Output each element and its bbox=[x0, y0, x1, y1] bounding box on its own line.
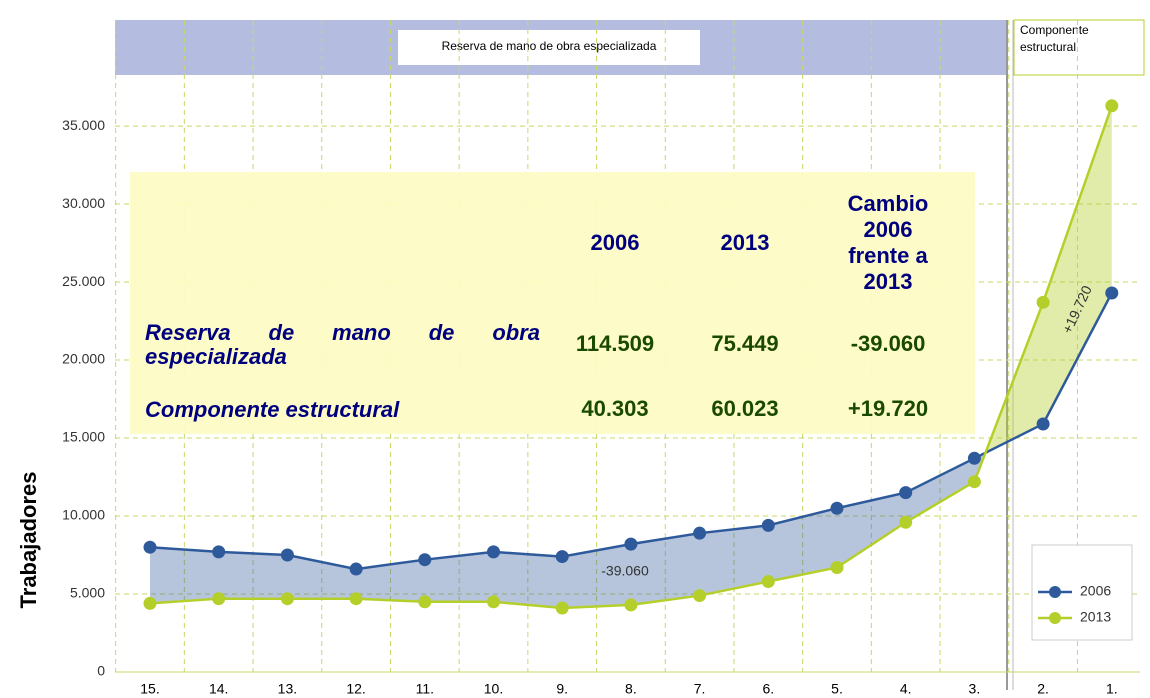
point bbox=[143, 540, 157, 554]
point bbox=[280, 592, 294, 606]
y-tick-label: 15.000 bbox=[62, 429, 105, 445]
header-right-box bbox=[1013, 19, 1145, 76]
x-tick-label: 7. bbox=[694, 681, 706, 697]
point bbox=[212, 545, 226, 559]
table-bg bbox=[130, 172, 975, 434]
point bbox=[555, 550, 569, 564]
point bbox=[349, 562, 363, 576]
table-header: 2013 bbox=[720, 229, 770, 255]
y-tick-label: 35.000 bbox=[62, 117, 105, 133]
table-row-label: Reserva de mano de obra especializada bbox=[145, 320, 540, 369]
point bbox=[349, 592, 363, 606]
point bbox=[418, 595, 432, 609]
table-header: 2006 bbox=[590, 229, 640, 255]
point bbox=[899, 515, 913, 529]
x-tick-label: 4. bbox=[900, 681, 912, 697]
table-cell: 40.303 bbox=[581, 396, 648, 421]
point bbox=[1105, 286, 1119, 300]
point bbox=[280, 548, 294, 562]
x-tick-label: 6. bbox=[762, 681, 774, 697]
point bbox=[624, 598, 638, 612]
header-right-text: Componente estructural bbox=[1020, 23, 1089, 54]
area-fill bbox=[150, 452, 986, 609]
table-row-label: Componente estructural bbox=[145, 397, 400, 422]
y-tick-label: 30.000 bbox=[62, 195, 105, 211]
y-tick-label: 25.000 bbox=[62, 273, 105, 289]
point bbox=[1036, 295, 1050, 309]
x-tick-label: 14. bbox=[209, 681, 228, 697]
point bbox=[1105, 99, 1119, 113]
table-header-cell: 2013 bbox=[720, 229, 770, 255]
legend-label: 2006 bbox=[1080, 583, 1111, 599]
x-tick-label: 1. bbox=[1106, 681, 1118, 697]
x-tick-label: 8. bbox=[625, 681, 637, 697]
x-tick-label: 9. bbox=[556, 681, 568, 697]
table-header-cell: Cambio 2006 frente a 2013 bbox=[847, 190, 929, 294]
legend-marker bbox=[1049, 612, 1061, 624]
y-tick-label: 5.000 bbox=[70, 585, 105, 601]
x-tick-label: 15. bbox=[140, 681, 159, 697]
header-text: Reserva de mano de obra especializada bbox=[442, 39, 657, 53]
point bbox=[693, 526, 707, 540]
point bbox=[418, 553, 432, 567]
table-cell: 75.449 bbox=[711, 331, 778, 356]
x-tick-label: 2. bbox=[1037, 681, 1049, 697]
x-tick-label: 11. bbox=[416, 681, 434, 697]
point bbox=[761, 575, 775, 589]
table-cell: 114.509 bbox=[576, 331, 654, 356]
point bbox=[830, 560, 844, 574]
point bbox=[967, 475, 981, 489]
annotation: -39.060 bbox=[601, 563, 649, 579]
x-tick-label: 12. bbox=[346, 681, 365, 697]
header-right: Componente estructural bbox=[1020, 23, 1089, 54]
point bbox=[624, 537, 638, 551]
point bbox=[899, 486, 913, 500]
point bbox=[830, 501, 844, 515]
y-tick-label: 0 bbox=[97, 663, 105, 679]
point bbox=[487, 545, 500, 559]
table-cell: -39.060 bbox=[851, 331, 926, 356]
y-tick-label: 10.000 bbox=[62, 507, 105, 523]
x-tick-label: 13. bbox=[278, 681, 297, 697]
y-axis-label: Trabajadores bbox=[16, 472, 41, 609]
table-header-cell: 2006 bbox=[590, 229, 640, 255]
table-cell: 60.023 bbox=[711, 396, 778, 421]
table-row-label-cell: Componente estructural bbox=[145, 397, 400, 422]
table-header: Cambio 2006 frente a 2013 bbox=[847, 190, 929, 294]
point bbox=[143, 596, 157, 610]
point bbox=[761, 518, 775, 532]
point bbox=[1036, 417, 1050, 431]
point bbox=[212, 592, 226, 606]
point bbox=[487, 595, 500, 609]
y-tick-label: 20.000 bbox=[62, 351, 105, 367]
table-cell: +19.720 bbox=[848, 396, 928, 421]
legend-label: 2013 bbox=[1080, 609, 1111, 625]
legend-marker bbox=[1049, 586, 1061, 598]
point bbox=[555, 601, 569, 615]
point bbox=[693, 589, 707, 603]
point bbox=[967, 451, 981, 465]
header-box bbox=[398, 30, 700, 65]
x-tick-label: 10. bbox=[484, 681, 503, 697]
x-tick-label: 3. bbox=[969, 681, 981, 697]
x-tick-label: 5. bbox=[831, 681, 843, 697]
table-row-label-cell: Reserva de mano de obra especializada bbox=[145, 320, 540, 369]
area-fill bbox=[985, 105, 1112, 453]
